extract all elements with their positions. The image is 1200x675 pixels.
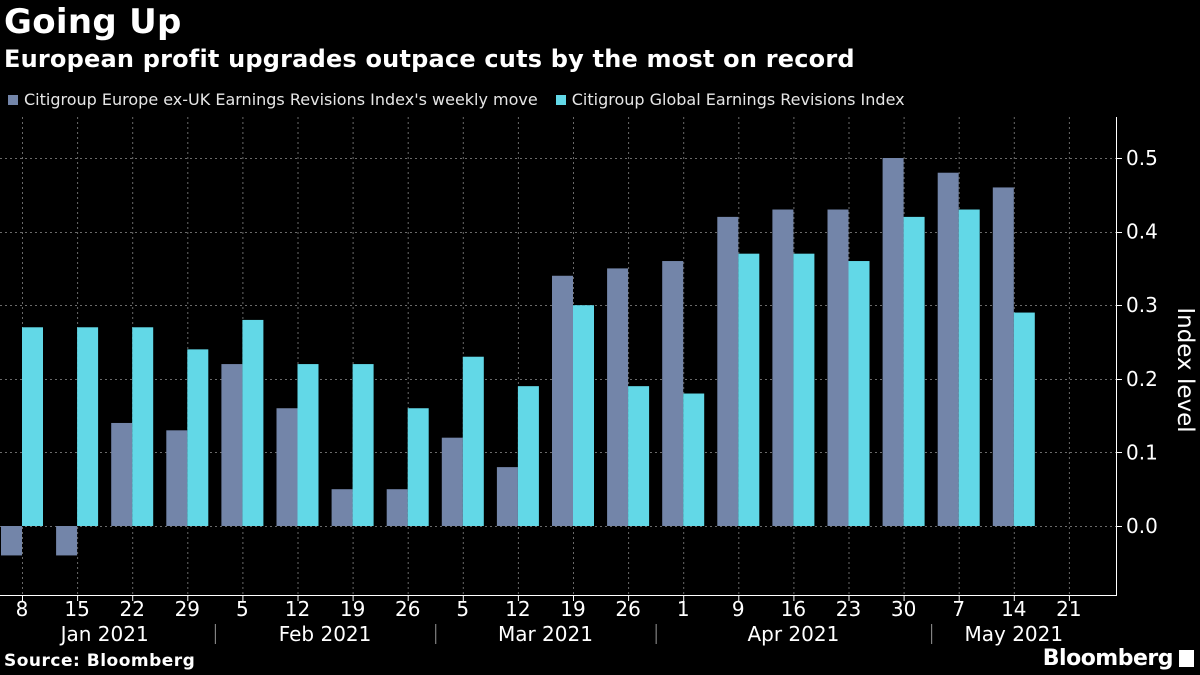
- y-tick-label: 0.1: [1126, 440, 1158, 464]
- x-tick-label: 26: [395, 597, 420, 621]
- x-tick-label: 16: [781, 597, 806, 621]
- bar-series-1-9: [717, 216, 739, 526]
- bar-series-1-29: [166, 430, 188, 526]
- bar-series-1-22: [111, 422, 133, 526]
- bar-series-1-12: [276, 408, 298, 526]
- month-label: May 2021: [964, 622, 1063, 646]
- x-tick-label: 12: [505, 597, 530, 621]
- legend-item-series-2: Citigroup Global Earnings Revisions Inde…: [555, 90, 905, 109]
- bar-series-2-26: [407, 408, 429, 526]
- month-label: Feb 2021: [279, 622, 372, 646]
- bar-series-2-15: [77, 327, 99, 526]
- bar-series-2-12: [297, 364, 319, 526]
- y-tick-label: 0.2: [1126, 367, 1158, 391]
- x-tick-label: 7: [952, 597, 965, 621]
- legend-label-series-1: Citigroup Europe ex-UK Earnings Revision…: [24, 90, 538, 109]
- bar-series-2-5: [462, 356, 484, 526]
- bar-series-2-30: [903, 216, 925, 526]
- month-label: Jan 2021: [59, 622, 149, 646]
- bar-series-1-8: [1, 526, 22, 556]
- bloomberg-logo: Bloomberg: [1043, 646, 1194, 671]
- y-tick-label: 0.4: [1126, 220, 1158, 244]
- month-label: Mar 2021: [498, 622, 593, 646]
- bar-series-1-19: [552, 275, 573, 526]
- bar-series-2-16: [793, 253, 815, 526]
- bar-series-1-7: [937, 172, 959, 526]
- x-tick-label: 23: [836, 597, 861, 621]
- bar-series-2-7: [958, 209, 980, 526]
- x-tick-label: 14: [1001, 597, 1026, 621]
- x-tick-label: 15: [64, 597, 89, 621]
- legend: Citigroup Europe ex-UK Earnings Revision…: [8, 90, 923, 109]
- bar-series-1-23: [827, 209, 849, 526]
- bar-series-1-26: [386, 489, 408, 526]
- bar-series-2-5: [242, 319, 264, 526]
- legend-swatch-series-2: [555, 94, 566, 105]
- x-tick-label: 21: [1056, 597, 1081, 621]
- bar-series-1-1: [662, 261, 684, 526]
- x-tick-label: 12: [285, 597, 310, 621]
- bar-series-2-19: [352, 364, 374, 526]
- bar-series-2-22: [132, 327, 154, 526]
- bar-series-1-26: [607, 268, 629, 526]
- brand-text: Bloomberg: [1042, 646, 1174, 671]
- bar-series-1-15: [56, 526, 78, 556]
- bar-series-1-5: [441, 437, 463, 526]
- legend-item-series-1: Citigroup Europe ex-UK Earnings Revision…: [8, 90, 538, 109]
- y-axis-title: Index level: [1172, 307, 1198, 432]
- bar-series-2-8: [22, 327, 43, 526]
- legend-label-series-2: Citigroup Global Earnings Revisions Inde…: [571, 90, 905, 109]
- y-tick-label: 0.0: [1126, 514, 1158, 538]
- y-tick-label: 0.3: [1126, 293, 1158, 317]
- bar-series-2-14: [1013, 312, 1035, 526]
- bloomberg-mark-icon: [1179, 650, 1194, 667]
- bar-series-2-29: [187, 349, 209, 526]
- x-tick-label: 30: [891, 597, 916, 621]
- x-tick-label: 29: [175, 597, 200, 621]
- bar-series-2-1: [683, 393, 705, 526]
- bar-series-2-26: [628, 386, 650, 526]
- bar-series-1-30: [882, 158, 904, 526]
- bar-series-1-14: [992, 187, 1014, 526]
- x-tick-label: 1: [677, 597, 690, 621]
- source-note: Source: Bloomberg: [4, 651, 196, 671]
- bar-series-2-9: [738, 253, 760, 526]
- bar-series-1-19: [331, 489, 353, 526]
- bar-series-2-23: [848, 261, 870, 526]
- bar-series-2-19: [573, 305, 594, 526]
- x-tick-label: 5: [236, 597, 249, 621]
- bar-series-1-12: [496, 467, 518, 526]
- month-label: Apr 2021: [747, 622, 839, 646]
- x-tick-label: 19: [340, 597, 365, 621]
- x-tick-label: 8: [16, 597, 29, 621]
- bar-series-1-5: [221, 364, 243, 526]
- x-tick-label: 19: [560, 597, 585, 621]
- x-tick-label: 26: [615, 597, 640, 621]
- y-tick-label: 0.5: [1126, 146, 1158, 170]
- chart-subtitle: European profit upgrades outpace cuts by…: [4, 45, 855, 73]
- legend-swatch-series-1: [8, 94, 18, 105]
- x-tick-label: 22: [119, 597, 144, 621]
- x-tick-label: 9: [732, 597, 745, 621]
- chart-title: Going Up: [4, 2, 182, 42]
- bar-series-2-12: [517, 386, 539, 526]
- bar-series-1-16: [772, 209, 794, 526]
- x-tick-label: 5: [456, 597, 469, 621]
